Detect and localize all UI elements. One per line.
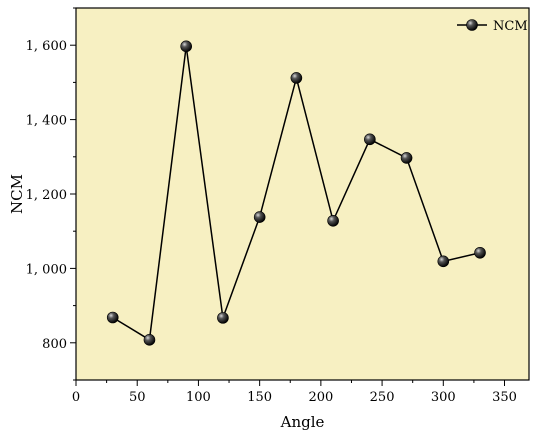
data-point bbox=[364, 133, 376, 146]
data-point bbox=[143, 334, 156, 346]
legend: NCM bbox=[457, 19, 528, 34]
y-tick-label: 1, 000 bbox=[26, 262, 67, 277]
data-point bbox=[474, 246, 486, 259]
y-tick-label: 1, 200 bbox=[26, 188, 67, 203]
series-layer bbox=[106, 40, 486, 346]
y-axis-title: NCM bbox=[8, 174, 26, 214]
axes: 0 50 100 150 200 250 300 350 800 1, 000 1, 200 1, 4… bbox=[26, 7, 517, 405]
x-tick-label: 150 bbox=[247, 390, 272, 405]
data-point bbox=[106, 311, 119, 324]
data-point bbox=[217, 312, 229, 324]
data-point bbox=[437, 255, 450, 268]
x-axis-title: Angle bbox=[280, 413, 325, 431]
y-tick-label: 1, 400 bbox=[26, 114, 67, 129]
x-tick-label: 300 bbox=[431, 390, 456, 405]
data-point bbox=[400, 152, 413, 164]
data-point bbox=[290, 72, 303, 84]
x-tick-label: 350 bbox=[492, 390, 517, 405]
x-tick-label: 50 bbox=[129, 390, 146, 405]
data-point bbox=[327, 214, 339, 227]
x-tick-label: 0 bbox=[72, 390, 80, 405]
data-point bbox=[253, 211, 266, 223]
data-point bbox=[180, 40, 192, 53]
legend-marker bbox=[466, 19, 478, 31]
legend-label-ncm: NCM bbox=[493, 19, 528, 34]
x-tick-label: 250 bbox=[370, 390, 395, 405]
y-tick-label: 800 bbox=[42, 337, 67, 352]
plot-area bbox=[75, 7, 530, 381]
x-tick-label: 200 bbox=[308, 390, 333, 405]
y-tick-label: 1, 600 bbox=[26, 39, 67, 54]
x-tick-label: 100 bbox=[186, 390, 211, 405]
